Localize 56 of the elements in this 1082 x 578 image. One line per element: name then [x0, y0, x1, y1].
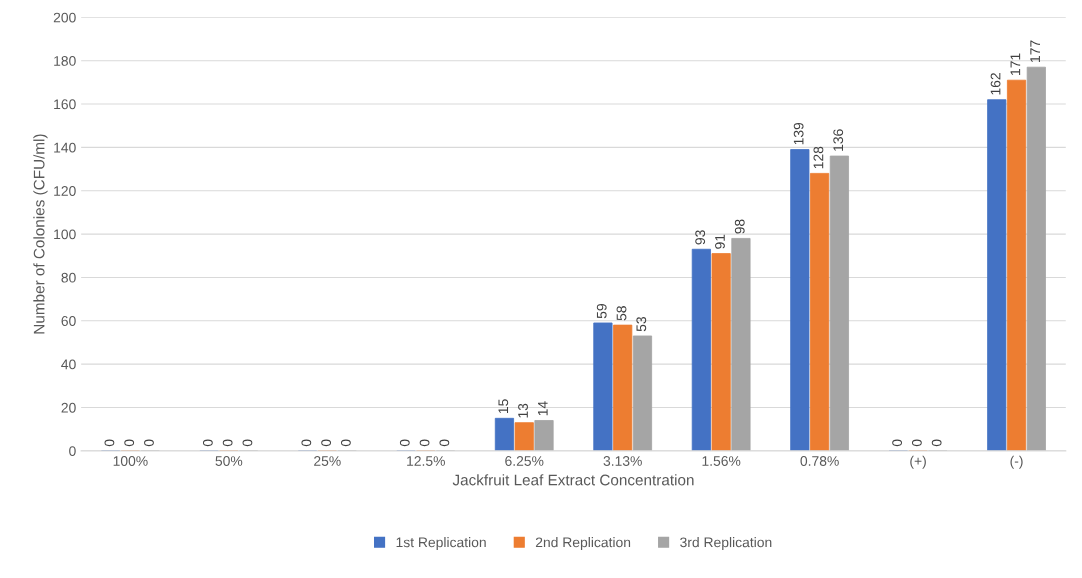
y-tick-label: 140 — [54, 142, 76, 153]
legend-label: 2nd Replication — [535, 537, 631, 550]
y-axis-title: Number of Colonies (CFU/ml) — [33, 134, 48, 334]
data-label: 136 — [833, 129, 844, 151]
data-label: 0 — [144, 439, 154, 447]
x-tick-label: 0.78% — [800, 456, 839, 466]
x-tick-label: 6.25% — [505, 456, 544, 466]
data-label: 14 — [538, 401, 548, 416]
x-tick-label: (-) — [1010, 455, 1023, 469]
data-label: 0 — [931, 439, 942, 447]
x-tick-label: 25% — [314, 456, 341, 466]
data-label: 0 — [892, 439, 903, 447]
data-label: 0 — [439, 439, 450, 447]
data-label: 59 — [596, 304, 607, 319]
data-label: 0 — [104, 439, 115, 447]
data-label: 0 — [124, 439, 135, 447]
data-label: 177 — [1030, 40, 1040, 62]
y-tick-label: 20 — [61, 402, 76, 413]
data-label: 0 — [911, 439, 922, 447]
y-tick-label: 40 — [61, 359, 76, 370]
data-label: 128 — [813, 146, 824, 169]
data-label: 91 — [715, 234, 725, 249]
data-label: 162 — [990, 73, 1001, 95]
y-tick-label: 0 — [69, 446, 76, 457]
data-label: 0 — [419, 439, 430, 447]
data-label: 93 — [695, 230, 706, 245]
y-tick-label: 120 — [54, 186, 76, 196]
data-label: 58 — [616, 306, 627, 321]
x-tick-label: 50% — [215, 456, 243, 466]
data-label: 98 — [734, 219, 745, 234]
data-label: 15 — [498, 399, 509, 414]
x-tick-label: 3.13% — [603, 456, 642, 466]
data-label: 0 — [399, 439, 410, 447]
data-label: 171 — [1010, 53, 1021, 75]
legend-label: 3rd Replication — [680, 537, 772, 550]
data-label: 0 — [321, 439, 332, 447]
y-tick-label: 60 — [61, 316, 76, 326]
y-tick-label: 180 — [54, 56, 76, 66]
y-tick-label: 200 — [53, 12, 76, 23]
data-label: 139 — [793, 122, 804, 145]
y-tick-label: 100 — [54, 229, 76, 240]
legend-label: 1st Replication — [396, 537, 486, 550]
y-tick-label: 160 — [54, 99, 76, 110]
data-label: 0 — [242, 439, 253, 447]
data-label: 0 — [202, 439, 213, 447]
x-tick-label: (+) — [910, 455, 926, 469]
x-tick-label: 100% — [113, 456, 148, 466]
y-tick-label: 80 — [61, 272, 76, 283]
data-label: 0 — [340, 439, 351, 447]
x-tick-label: 12.5% — [407, 456, 445, 466]
data-label: 0 — [301, 439, 312, 447]
data-label: 13 — [518, 403, 528, 418]
data-label: 53 — [636, 316, 647, 332]
data-label: 0 — [222, 439, 233, 447]
x-axis-title: Jackfruit Leaf Extract Concentration — [452, 474, 694, 486]
x-tick-label: 1.56% — [702, 456, 741, 466]
